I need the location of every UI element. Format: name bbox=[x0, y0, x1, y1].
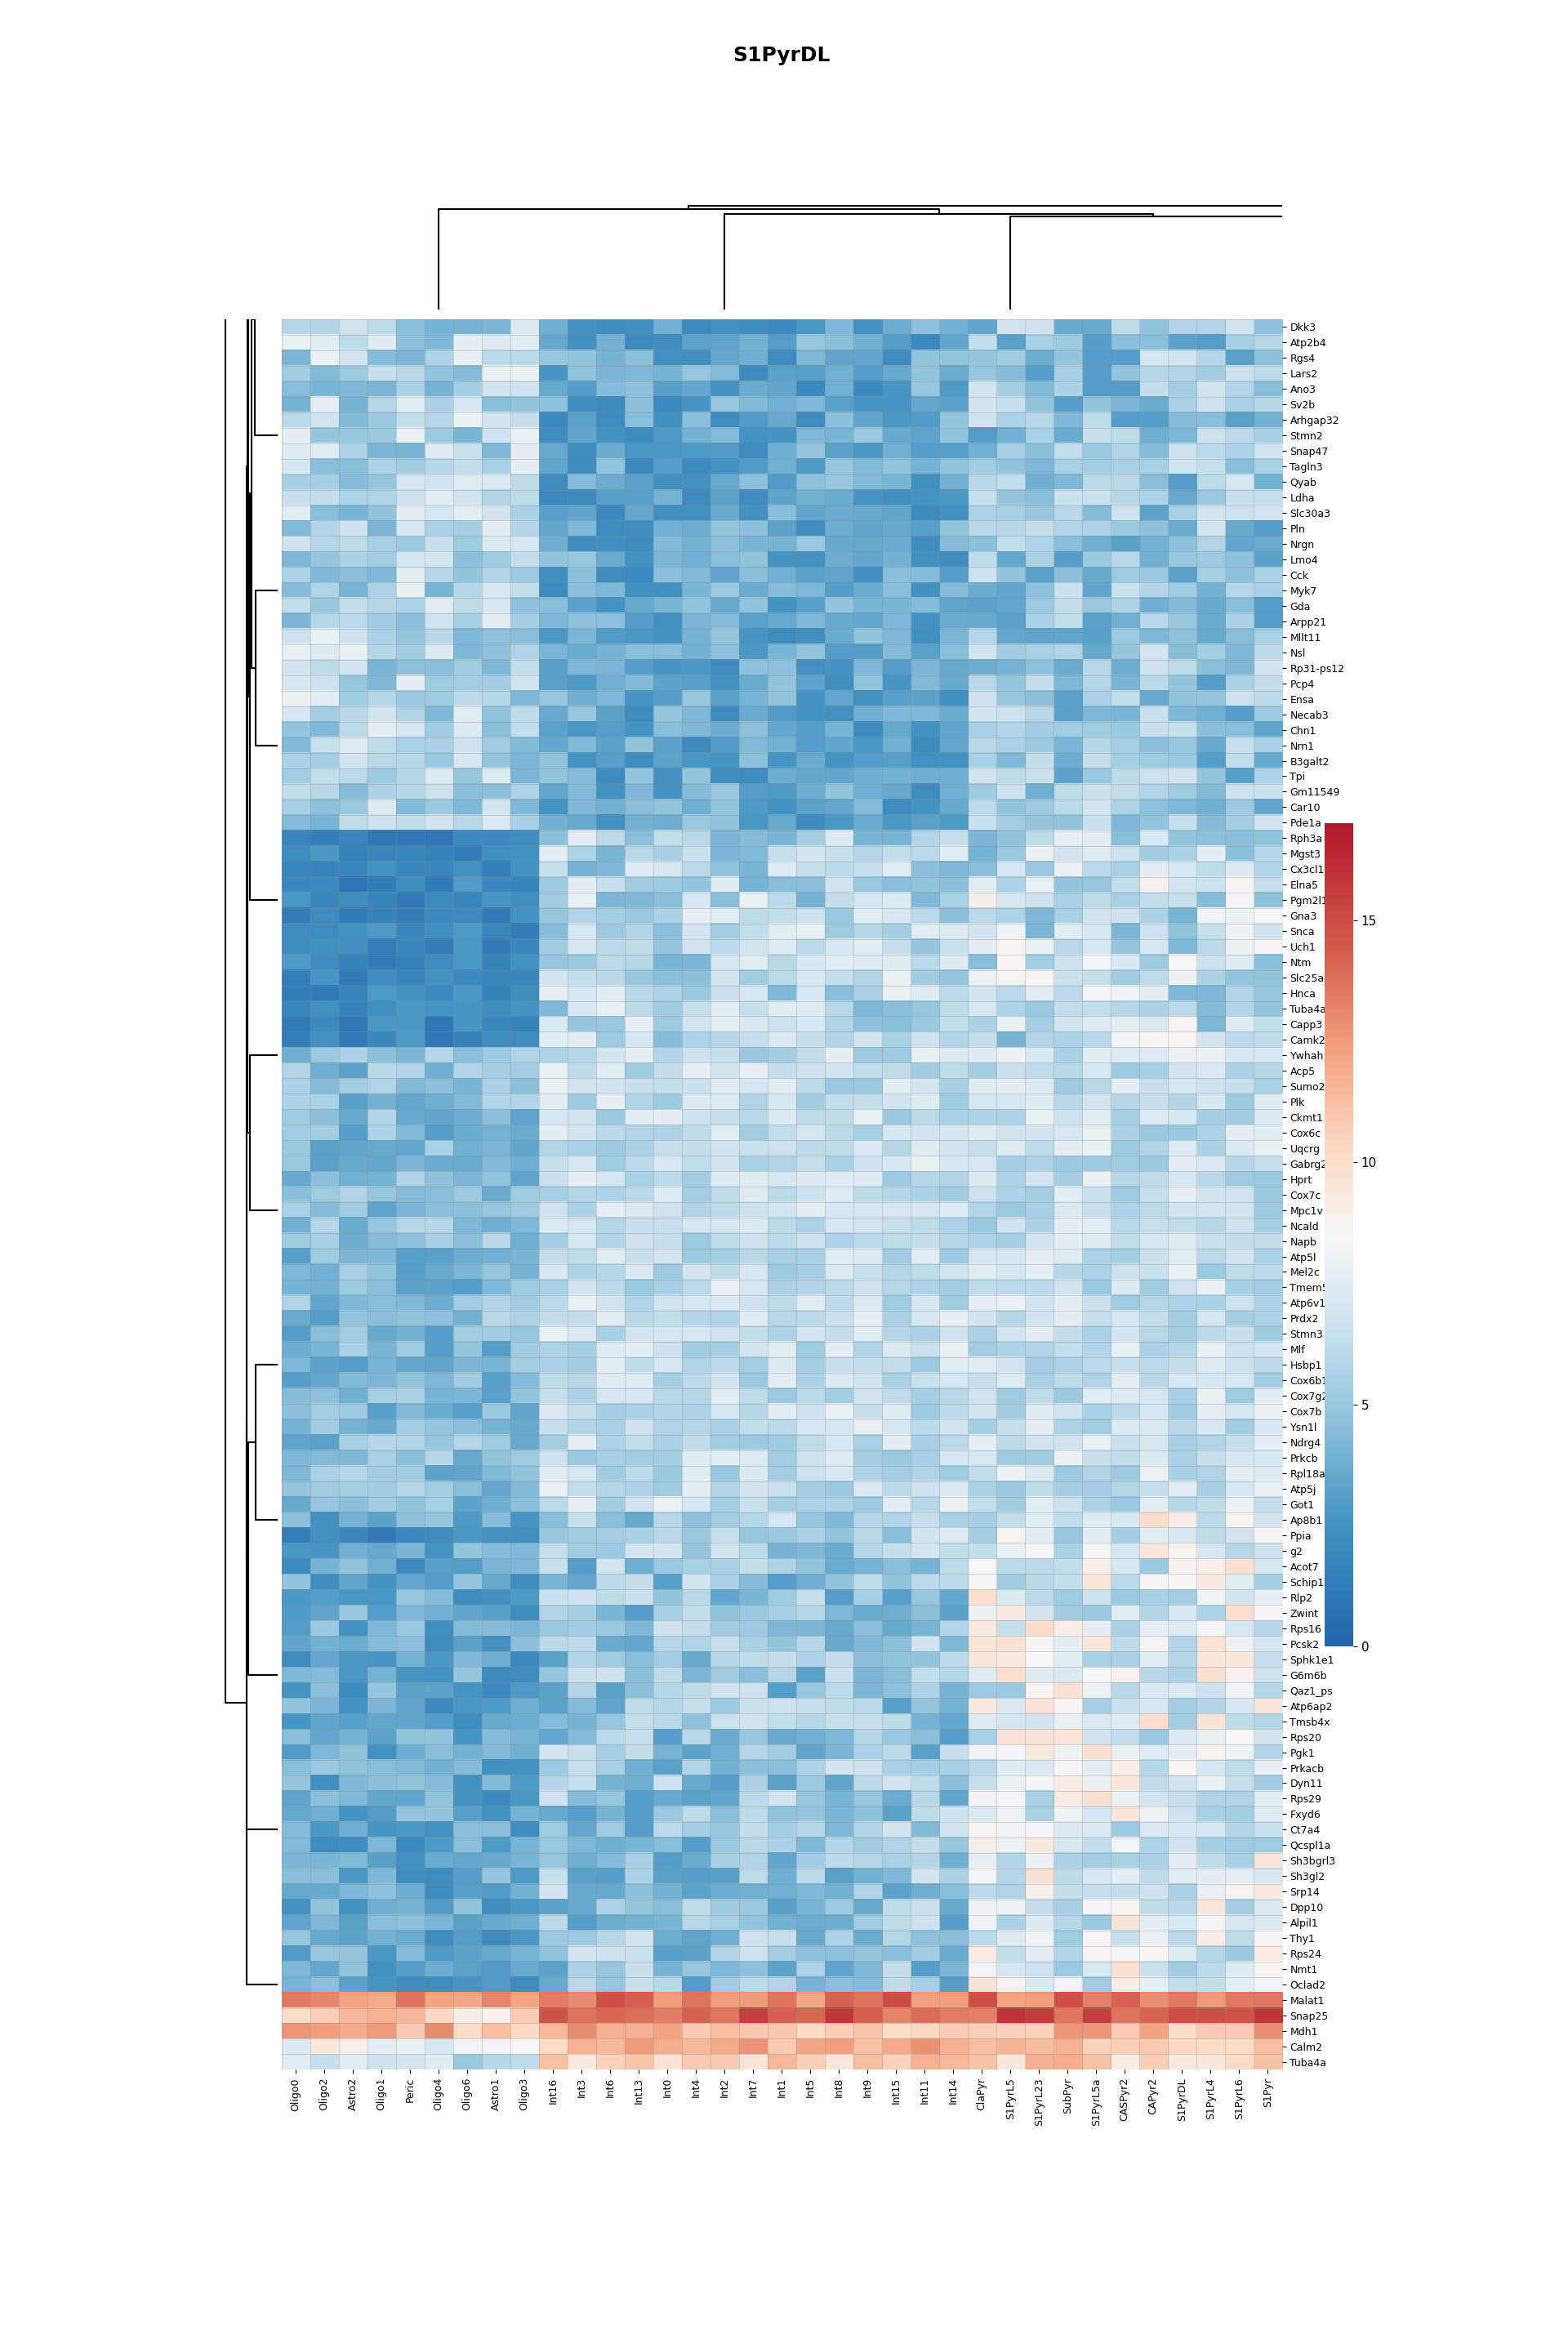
Title: S1PyrDL: S1PyrDL bbox=[732, 47, 831, 66]
